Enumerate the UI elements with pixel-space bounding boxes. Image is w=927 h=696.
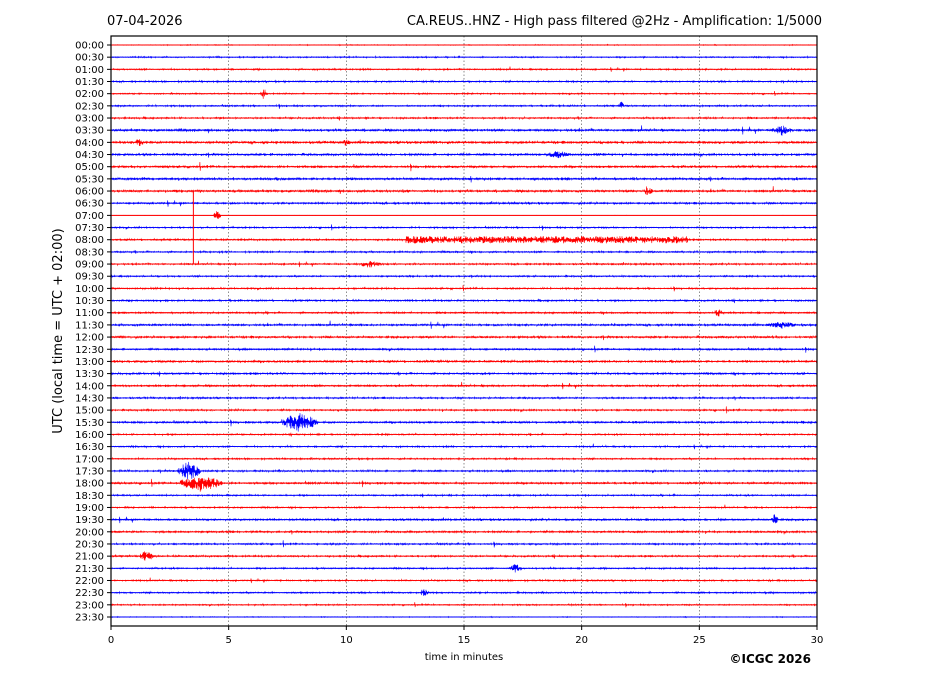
station-title: CA.REUS..HNZ - High pass filtered @2Hz -… — [407, 14, 822, 29]
x-tick-label: 20 — [575, 635, 588, 646]
row-time-label: 00:30 — [75, 53, 104, 64]
plot-frame — [110, 35, 818, 627]
row-time-label: 21:30 — [75, 564, 104, 575]
row-time-label: 08:00 — [75, 235, 104, 246]
row-time-label: 07:00 — [75, 211, 104, 222]
grid-lines — [228, 36, 700, 626]
x-tick-label: 25 — [693, 635, 706, 646]
row-time-label: 09:30 — [75, 272, 104, 283]
row-time-label: 23:30 — [75, 612, 104, 623]
row-time-label: 16:30 — [75, 442, 104, 453]
row-time-label: 09:00 — [75, 260, 104, 271]
row-time-label: 05:00 — [75, 162, 104, 173]
x-tick-label: 10 — [340, 635, 353, 646]
row-time-label: 08:30 — [75, 247, 104, 258]
row-time-label: 17:30 — [75, 466, 104, 477]
row-time-label: 01:00 — [75, 65, 104, 76]
row-time-label: 13:30 — [75, 369, 104, 380]
row-time-label: 22:30 — [75, 588, 104, 599]
row-time-label: 06:30 — [75, 199, 104, 210]
row-time-label: 00:00 — [75, 41, 104, 52]
row-time-label: 22:00 — [75, 576, 104, 587]
row-time-label: 15:00 — [75, 406, 104, 417]
date-title: 07-04-2026 — [107, 14, 183, 29]
row-time-label: 03:00 — [75, 114, 104, 125]
trace-row-0200 — [110, 89, 818, 99]
row-time-label: 19:00 — [75, 503, 104, 514]
row-time-label: 15:30 — [75, 418, 104, 429]
row-time-label: 18:00 — [75, 479, 104, 490]
row-time-label: 21:00 — [75, 552, 104, 563]
row-time-label: 20:30 — [75, 539, 104, 550]
row-time-label: 20:00 — [75, 527, 104, 538]
row-time-label: 06:00 — [75, 187, 104, 198]
row-time-label: 11:00 — [75, 308, 104, 319]
row-time-label: 05:30 — [75, 174, 104, 185]
row-time-label: 12:00 — [75, 333, 104, 344]
y-axis-label: UTC (local time = UTC + 02:00) — [51, 228, 66, 433]
traces — [110, 43, 818, 619]
row-time-label: 14:30 — [75, 393, 104, 404]
row-time-label: 10:30 — [75, 296, 104, 307]
x-axis-label: time in minutes — [425, 652, 504, 663]
row-time-label: 12:30 — [75, 345, 104, 356]
row-time-label: 07:30 — [75, 223, 104, 234]
row-time-label: 16:00 — [75, 430, 104, 441]
x-tick-label: 5 — [225, 635, 231, 646]
copyright: ©ICGC 2026 — [729, 652, 811, 666]
row-time-label: 17:00 — [75, 454, 104, 465]
row-time-label: 02:00 — [75, 89, 104, 100]
row-time-label: 01:30 — [75, 77, 104, 88]
row-time-label: 18:30 — [75, 491, 104, 502]
row-time-label: 04:00 — [75, 138, 104, 149]
row-time-label: 11:30 — [75, 320, 104, 331]
x-tick-label: 30 — [811, 635, 824, 646]
row-time-label: 03:30 — [75, 126, 104, 137]
row-time-label: 02:30 — [75, 101, 104, 112]
row-time-label: 19:30 — [75, 515, 104, 526]
row-time-label: 04:30 — [75, 150, 104, 161]
row-time-label: 10:00 — [75, 284, 104, 295]
x-tick-label: 0 — [108, 635, 114, 646]
row-time-label: 14:00 — [75, 381, 104, 392]
row-time-label: 13:00 — [75, 357, 104, 368]
row-time-label: 23:00 — [75, 600, 104, 611]
x-tick-label: 15 — [458, 635, 471, 646]
x-tick-labels: 0 5 10 15 20 25 30 — [108, 626, 824, 646]
